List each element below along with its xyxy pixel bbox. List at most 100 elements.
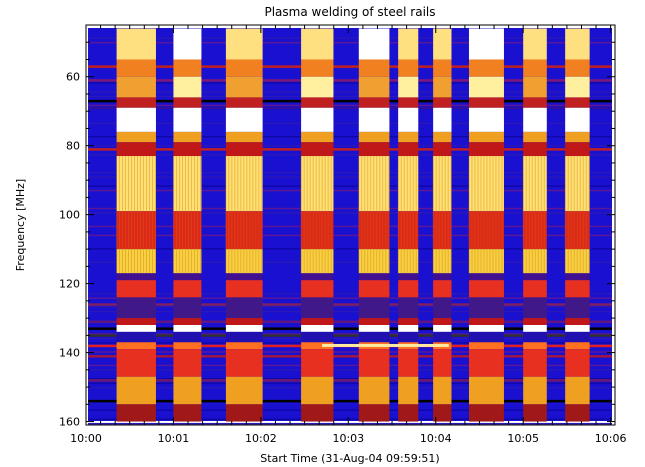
band-row: [88, 351, 612, 353]
interference-band: [88, 65, 612, 68]
band-row: [88, 189, 612, 192]
burst-segment: [565, 331, 590, 343]
interference-band: [88, 334, 612, 337]
burst-segment: [225, 342, 263, 350]
burst-segment: [358, 131, 390, 143]
x-tick-label: 10:02: [245, 432, 277, 445]
burst-segment: [398, 404, 419, 422]
burst-segment: [116, 273, 156, 281]
burst-segment: [116, 280, 156, 298]
burst-segment: [433, 325, 452, 332]
band-row: [88, 171, 612, 174]
burst-segment: [225, 404, 263, 422]
burst-segment: [468, 273, 504, 281]
burst-segment: [225, 280, 263, 298]
burst-segment: [173, 273, 202, 281]
burst-segment: [468, 376, 504, 405]
burst-segment: [565, 318, 590, 325]
burst-segment: [225, 349, 263, 377]
band-row: [88, 91, 612, 93]
burst-segment: [523, 349, 547, 377]
burst-segment: [225, 325, 263, 332]
burst-segment: [358, 273, 390, 281]
burst-segment: [301, 59, 334, 77]
burst-segment: [433, 404, 452, 422]
y-tick-label: 60: [66, 71, 80, 84]
burst-segment: [468, 107, 504, 132]
burst-segment: [433, 59, 452, 77]
burst-segment: [398, 331, 419, 343]
burst-segment: [301, 325, 334, 332]
x-tick-label: 10:06: [595, 432, 627, 445]
welding-burst: [522, 28, 547, 422]
burst-segment: [523, 325, 547, 332]
burst-segment: [398, 97, 419, 108]
burst-segment: [565, 107, 590, 132]
burst-segment: [173, 404, 202, 422]
burst-segment: [116, 376, 156, 405]
band-row: [88, 37, 612, 39]
burst-segment: [225, 131, 263, 143]
burst-segment: [173, 297, 202, 319]
burst-segment: [468, 325, 504, 332]
burst-segment: [225, 376, 263, 405]
burst-segment: [358, 297, 390, 319]
burst-segment: [116, 97, 156, 108]
burst-segment: [565, 97, 590, 108]
burst-segment: [301, 404, 334, 422]
interference-band: [88, 303, 612, 306]
burst-segment: [523, 76, 547, 98]
burst-segment: [565, 76, 590, 98]
burst-segment: [116, 59, 156, 77]
y-axis-label: Frequency [MHz]: [14, 179, 27, 271]
band-row: [88, 185, 612, 187]
burst-segment: [301, 331, 334, 343]
band-row: [88, 234, 612, 237]
burst-segment: [433, 273, 452, 281]
burst-segment: [358, 97, 390, 108]
band-row: [88, 207, 612, 210]
y-axis: 60 80 100 120 140 160: [59, 41, 615, 429]
burst-segment: [398, 59, 419, 77]
burst-segment: [225, 211, 263, 250]
band-row: [88, 95, 612, 98]
band-row: [88, 387, 612, 389]
band-row: [88, 310, 612, 313]
burst-segment: [398, 297, 419, 319]
burst-segment: [433, 142, 452, 157]
chart-title: Plasma welding of steel rails: [264, 5, 435, 19]
burst-segment: [301, 297, 334, 319]
burst-segment: [565, 273, 590, 281]
burst-segment: [565, 142, 590, 157]
burst-segment: [523, 376, 547, 405]
welding-burst: [468, 28, 504, 422]
x-axis: 10:00 10:01 10:02 10:03 10:04 10:05 10:06: [70, 25, 626, 445]
band-row: [88, 306, 612, 308]
band-row: [88, 104, 612, 107]
band-row: [88, 153, 612, 156]
burst-segment: [358, 211, 390, 250]
x-tick-label: 10:04: [420, 432, 452, 445]
band-row: [88, 41, 612, 44]
burst-segment: [523, 342, 547, 350]
burst-segment: [523, 131, 547, 143]
y-tick-label: 100: [59, 209, 80, 222]
band-row: [88, 261, 612, 264]
band-row: [88, 378, 612, 380]
burst-segment: [565, 349, 590, 377]
band-row: [88, 337, 612, 340]
band-row: [88, 342, 612, 344]
burst-segment: [173, 76, 202, 98]
burst-segment: [523, 97, 547, 108]
interference-band: [88, 379, 612, 382]
burst-segment: [523, 318, 547, 325]
burst-segment: [565, 404, 590, 422]
burst-segment: [358, 318, 390, 325]
burst-segment: [523, 142, 547, 157]
band-row: [88, 369, 612, 371]
x-axis-label: Start Time (31-Aug-04 09:59:51): [260, 452, 439, 465]
burst-segment: [173, 131, 202, 143]
burst-segment: [225, 28, 263, 60]
band-row: [88, 212, 612, 214]
burst-segment: [173, 249, 202, 274]
